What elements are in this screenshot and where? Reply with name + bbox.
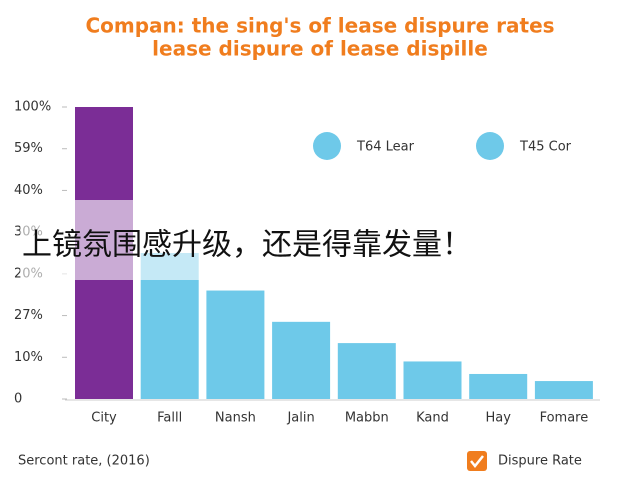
bar	[272, 321, 331, 399]
legend-label: T64 Lear	[356, 140, 415, 155]
legend-swatch	[313, 132, 341, 160]
chart-title: Compan: the sing's of lease dispure rate…	[85, 14, 554, 38]
bar	[534, 381, 593, 399]
x-tick-label: Mabbn	[345, 411, 389, 426]
overlay-band	[20, 200, 610, 280]
overlay-text: 上镜氛围感升级，还是得靠发量！	[22, 228, 472, 263]
x-tick-label: Nansh	[215, 411, 256, 426]
y-tick-label: 40%	[14, 183, 43, 198]
x-tick-label: Kand	[416, 411, 449, 426]
x-tick-label: Fomare	[540, 411, 589, 426]
checkbox	[467, 451, 487, 471]
legend-swatch	[476, 132, 504, 160]
bar	[337, 343, 396, 399]
y-tick-label: 59%	[14, 141, 43, 156]
y-tick-label: 10%	[14, 350, 43, 365]
bar	[469, 373, 528, 399]
y-tick-label: 27%	[14, 308, 43, 323]
checkbox-tick	[470, 455, 484, 469]
y-tick-label: 0	[14, 392, 22, 407]
x-tick-label: Falll	[157, 411, 182, 426]
x-tick-label: Hay	[485, 411, 511, 426]
x-tick-label: City	[91, 411, 117, 426]
bar	[206, 290, 265, 399]
bar	[403, 361, 462, 399]
checkbox-label: Dispure Rate	[498, 454, 582, 469]
legend-label: T45 Cor	[519, 140, 572, 155]
y-tick-label: 100%	[14, 100, 51, 115]
x-tick-label: Jalin	[286, 411, 314, 426]
footnote: Sercont rate, (2016)	[18, 454, 150, 469]
chart-subtitle: lease dispure of lease dispille	[152, 37, 488, 61]
